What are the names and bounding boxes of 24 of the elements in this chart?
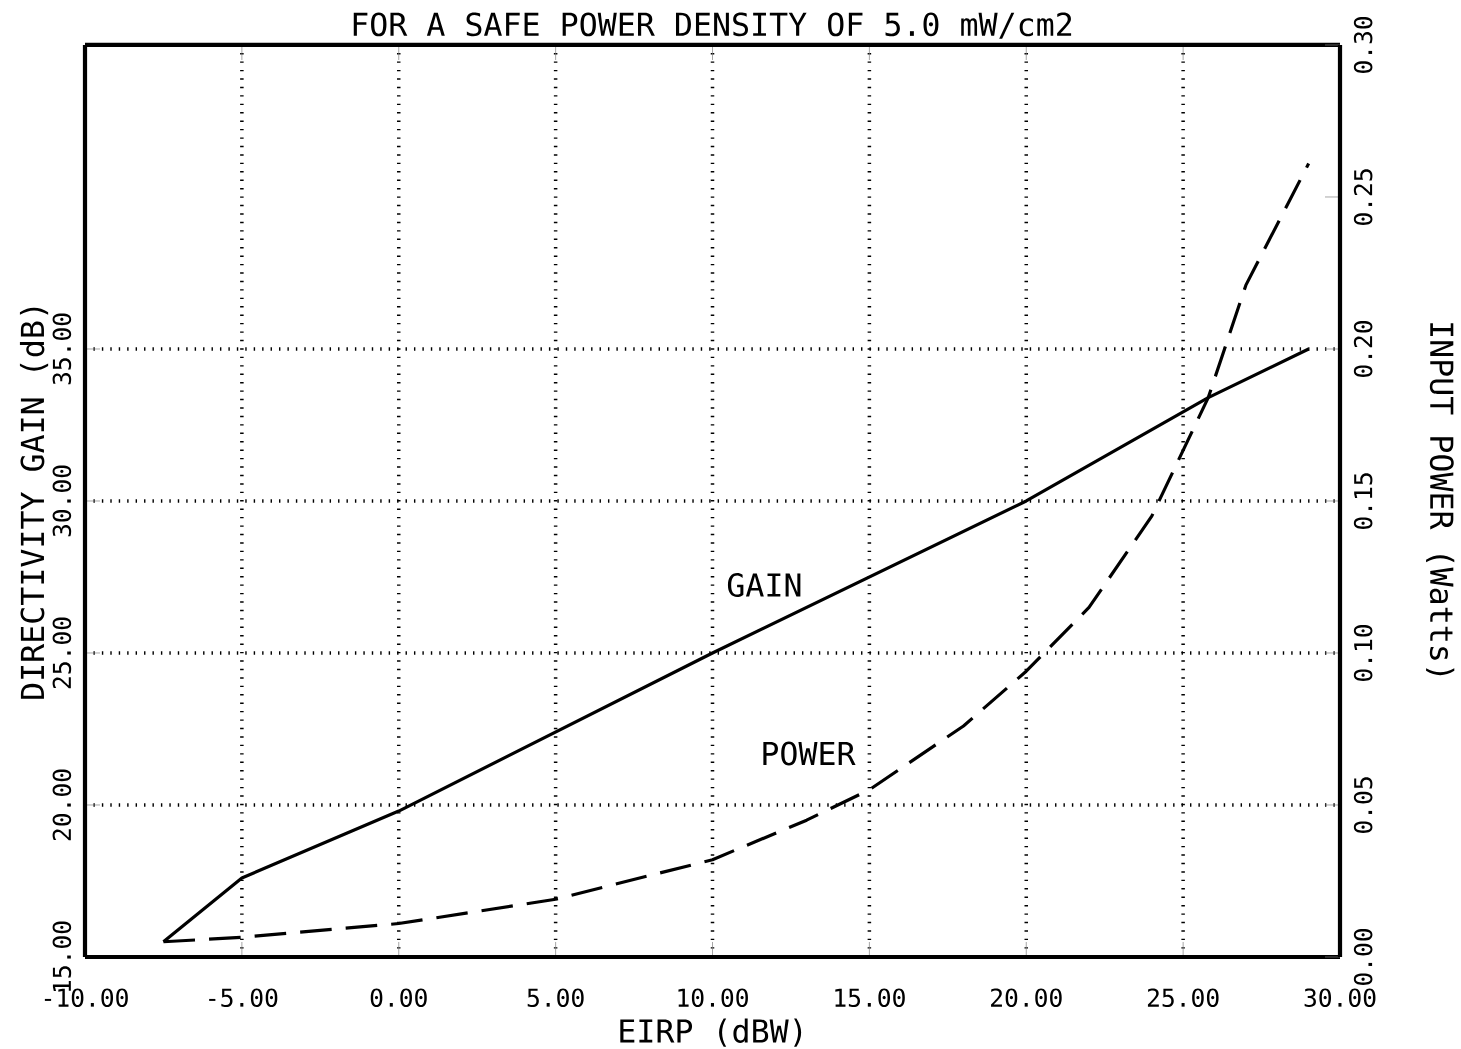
x-tick-label: 15.00 — [835, 988, 905, 1007]
x-tick-label: 20.00 — [991, 988, 1062, 1007]
y-tick-label: 20.00 — [52, 769, 72, 841]
x-tick-label: 25.00 — [1147, 988, 1219, 1007]
y-tick-label: 30.00 — [52, 465, 72, 537]
series-label: GAIN — [727, 573, 801, 597]
x-tick-label: -5.00 — [209, 988, 278, 1007]
x-tick-label: 30.00 — [1304, 988, 1376, 1007]
y2-axis-title: INPUT POWER (Watts) — [1426, 323, 1455, 676]
x-tick-label: 10.00 — [678, 988, 748, 1007]
x-tick-label: 5.00 — [527, 988, 584, 1007]
chart-title: FOR A SAFE POWER DENSITY OF 5.0 mW/cm2 — [353, 12, 1072, 39]
y-axis-title: DIRECTIVITY GAIN (dB) — [19, 307, 49, 699]
y-tick-label: 25.00 — [52, 617, 72, 689]
x-tick-label: 0.00 — [370, 988, 427, 1007]
series-label: POWER — [763, 741, 856, 766]
y-tick-label: 35.00 — [52, 313, 72, 385]
y2-tick-label: 0.20 — [1353, 320, 1373, 378]
y2-tick-label: 0.05 — [1353, 777, 1373, 834]
x-axis-title: EIRP (dBW) — [620, 1018, 802, 1047]
y2-tick-label: 0.25 — [1353, 169, 1373, 225]
y2-tick-label: 0.30 — [1353, 16, 1373, 73]
y2-tick-label: 0.15 — [1353, 473, 1373, 530]
y2-tick-label: 0.10 — [1353, 624, 1373, 682]
